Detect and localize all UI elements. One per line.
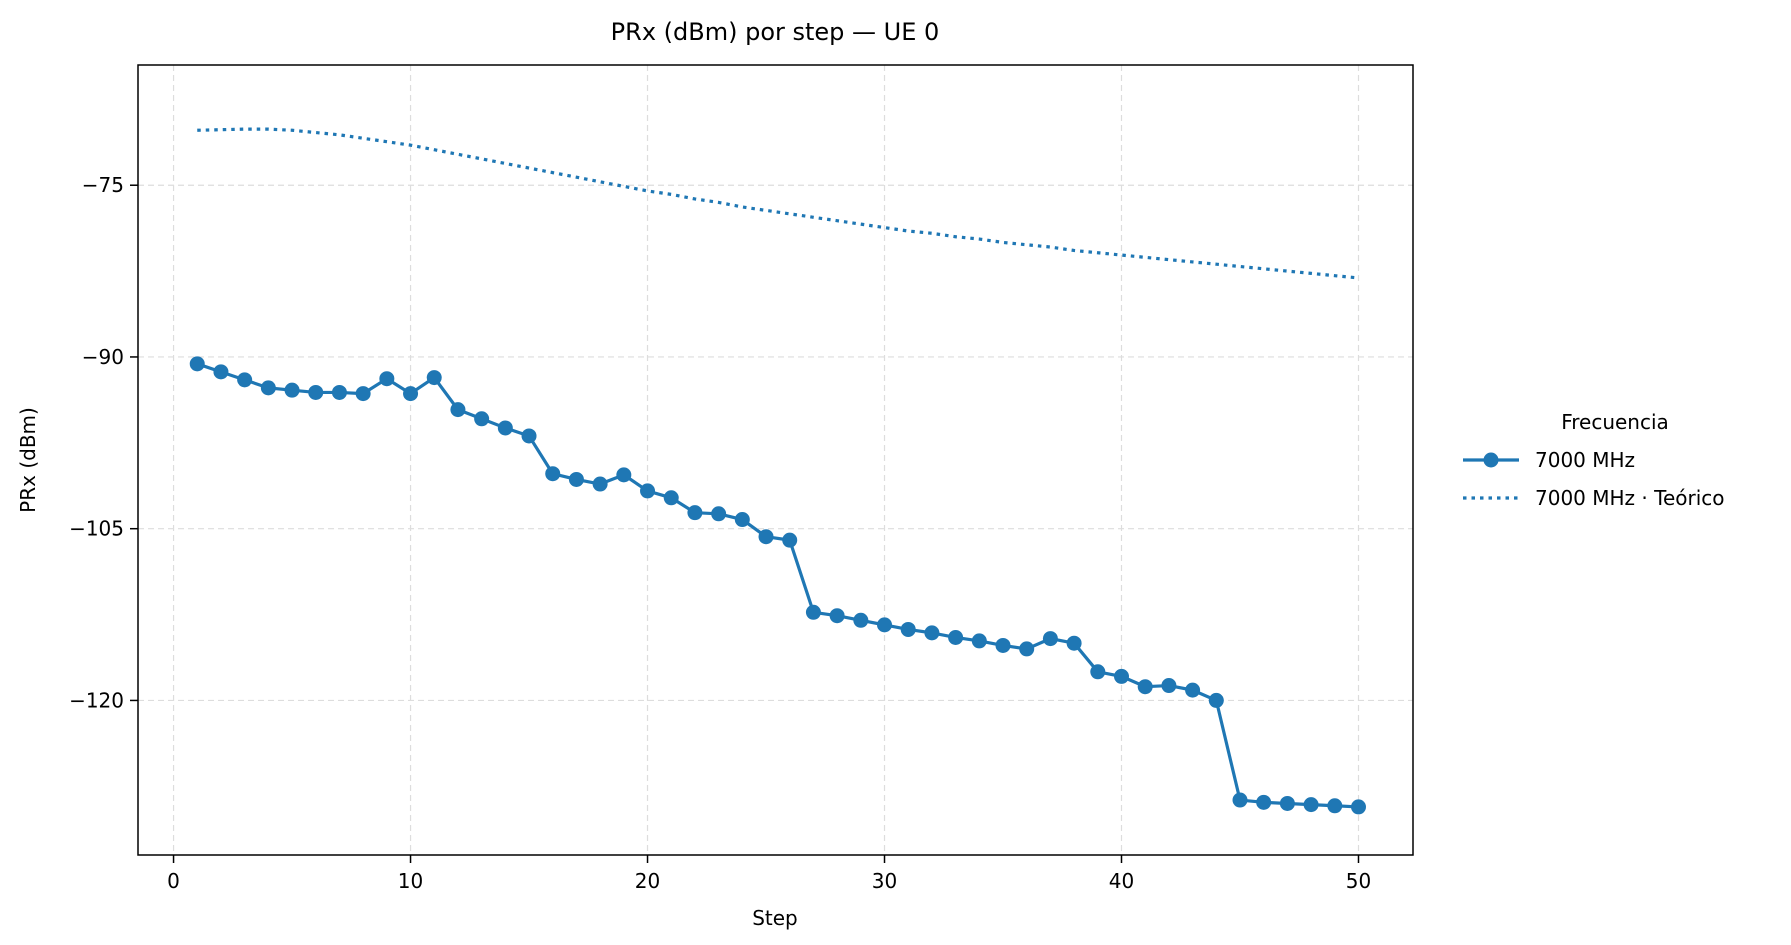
data-point: [213, 364, 229, 380]
data-point: [971, 633, 987, 649]
data-point: [568, 471, 584, 487]
grid-lines: [138, 65, 1413, 855]
data-point: [1303, 797, 1319, 813]
data-point: [1279, 795, 1295, 811]
plot-area-frame: [137, 64, 1414, 856]
data-point: [1256, 794, 1272, 810]
data-point: [829, 608, 845, 624]
data-point: [711, 506, 727, 522]
y-tick-label: −90: [82, 345, 124, 369]
data-point: [1137, 679, 1153, 695]
data-point: [616, 467, 632, 483]
x-axis-label: Step: [752, 906, 798, 930]
x-tick-label: 50: [1346, 869, 1371, 893]
data-point: [403, 386, 419, 402]
data-point: [640, 483, 656, 499]
series-layer: [189, 127, 1366, 815]
data-point: [592, 476, 608, 492]
series-line-0: [196, 362, 1359, 809]
data-point: [260, 380, 276, 396]
x-tick-label: 30: [872, 869, 897, 893]
data-point: [1042, 631, 1058, 647]
data-point: [1327, 798, 1343, 814]
data-point: [1019, 641, 1035, 657]
y-axis-label: PRx (dBm): [16, 407, 40, 513]
data-point: [1114, 668, 1130, 684]
y-axis-ticks: −75 −90 −105 −120: [69, 173, 138, 712]
legend-items: 7000 MHz 7000 MHz · Teórico: [1463, 448, 1725, 510]
data-point: [734, 512, 750, 528]
data-point: [853, 612, 869, 628]
data-point: [497, 420, 513, 436]
data-point: [1350, 799, 1366, 815]
legend-title: Frecuencia: [1561, 410, 1669, 434]
data-point: [237, 372, 253, 388]
x-axis-ticks: 0 10 20 30 40 50: [167, 855, 1371, 893]
data-point: [663, 490, 679, 506]
legend-label-0: 7000 MHz: [1535, 448, 1635, 472]
data-point: [687, 505, 703, 521]
data-point: [426, 370, 442, 386]
x-tick-label: 0: [167, 869, 180, 893]
data-point: [1208, 692, 1224, 708]
data-point: [1185, 682, 1201, 698]
data-point: [355, 386, 371, 402]
data-point: [995, 637, 1011, 653]
y-tick-label: −105: [69, 517, 124, 541]
data-point: [284, 382, 300, 398]
data-point: [308, 384, 324, 400]
data-point: [1161, 678, 1177, 694]
data-point: [805, 604, 821, 620]
data-point: [924, 625, 940, 641]
data-point: [758, 529, 774, 545]
legend-label-1: 7000 MHz · Teórico: [1535, 486, 1725, 510]
legend-marker: [1483, 452, 1499, 468]
data-point: [900, 621, 916, 637]
legend: Frecuencia 7000 MHz 7000 MHz · Teórico: [1463, 410, 1725, 510]
data-point: [1066, 635, 1082, 651]
x-tick-label: 40: [1109, 869, 1134, 893]
data-point: [331, 384, 347, 400]
x-tick-label: 20: [635, 869, 660, 893]
data-point: [379, 371, 395, 387]
data-point: [782, 532, 798, 548]
data-point: [450, 402, 466, 418]
chart-title: PRx (dBm) por step — UE 0: [611, 18, 940, 46]
x-tick-label: 10: [398, 869, 423, 893]
data-point: [189, 356, 205, 372]
y-tick-label: −120: [69, 688, 124, 712]
data-point: [545, 466, 561, 482]
data-point: [474, 411, 490, 427]
data-point: [1090, 664, 1106, 680]
y-tick-label: −75: [82, 173, 124, 197]
data-point: [877, 617, 893, 633]
series-line-1: [197, 127, 1359, 280]
data-point: [521, 428, 537, 444]
data-point: [1232, 792, 1248, 808]
data-point: [948, 629, 964, 645]
